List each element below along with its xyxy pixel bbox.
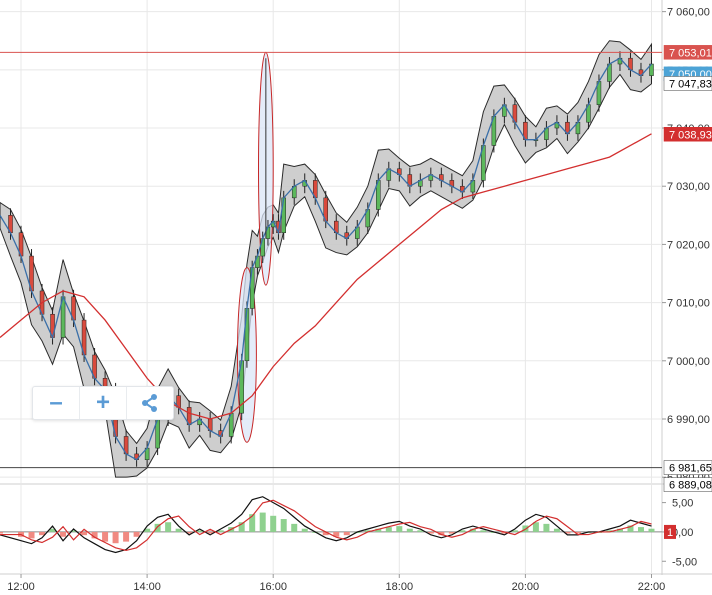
osc-histogram-bar bbox=[28, 531, 35, 539]
osc-histogram-bar bbox=[217, 530, 224, 532]
osc-histogram-bar bbox=[123, 531, 130, 542]
osc-histogram-bar bbox=[459, 530, 466, 532]
osc-histogram-bar bbox=[543, 523, 550, 532]
moving-average-badge-bg bbox=[663, 127, 712, 142]
osc-histogram-bar bbox=[70, 530, 77, 532]
osc-histogram-bar bbox=[280, 519, 287, 532]
osc-histogram-bar bbox=[637, 527, 644, 532]
x-tick-label: 18:00 bbox=[386, 581, 414, 593]
x-tick-label: 20:00 bbox=[512, 581, 540, 593]
osc-histogram-bar bbox=[606, 530, 613, 532]
osc-y-tick-label: 0,00 bbox=[672, 527, 693, 539]
osc-histogram-bar bbox=[322, 531, 329, 536]
zoom-out-button[interactable]: – bbox=[33, 387, 80, 419]
osc-signal-line bbox=[0, 496, 652, 554]
high-price-badge: 7 053,01 bbox=[669, 47, 712, 59]
osc-histogram-bar bbox=[406, 528, 413, 532]
bollinger-band bbox=[0, 40, 652, 478]
osc-histogram-bar bbox=[301, 528, 308, 532]
osc-histogram-bar bbox=[501, 531, 508, 534]
osc-histogram-bar bbox=[480, 530, 487, 532]
osc-histogram-bar bbox=[175, 528, 182, 532]
low-price-badge: 6 889,08 bbox=[669, 480, 712, 492]
osc-histogram-bar bbox=[60, 531, 67, 537]
zoom-toolbar: – + bbox=[32, 386, 174, 420]
osc-histogram-bar bbox=[438, 531, 445, 536]
osc-histogram-bar bbox=[291, 523, 298, 532]
y-tick-label: 7 020,00 bbox=[667, 239, 710, 251]
y-tick-label: 7 030,00 bbox=[667, 181, 710, 193]
osc-y-tick-label: 5,00 bbox=[672, 498, 693, 510]
moving-average-line bbox=[0, 133, 652, 420]
osc-histogram-bar bbox=[91, 531, 98, 539]
x-tick-label: 14:00 bbox=[133, 581, 161, 593]
high-price-badge-bg bbox=[663, 45, 712, 60]
y-tick-label: 6 990,00 bbox=[667, 414, 710, 426]
osc-histogram-bar bbox=[207, 531, 214, 534]
osc-histogram-bar bbox=[196, 530, 203, 532]
osc-histogram-bar bbox=[417, 530, 424, 532]
osc-histogram-bar bbox=[270, 515, 277, 532]
osc-trigger-line bbox=[0, 499, 652, 552]
short-average-line bbox=[0, 57, 652, 461]
share-icon bbox=[142, 394, 157, 412]
osc-histogram-bar bbox=[564, 531, 571, 534]
osc-histogram-bar bbox=[249, 514, 256, 532]
osc-histogram-bar bbox=[112, 531, 119, 544]
y-tick-label: 7 010,00 bbox=[667, 298, 710, 310]
osc-histogram-bar bbox=[259, 512, 266, 532]
osc-histogram-bar bbox=[511, 530, 518, 532]
share-button[interactable] bbox=[127, 387, 173, 419]
close-price-badge-bg bbox=[663, 76, 712, 91]
osc-histogram-bar bbox=[102, 531, 109, 542]
support-price-badge: 6 981,65 bbox=[669, 463, 712, 475]
plus-icon: + bbox=[95, 389, 110, 416]
osc-histogram-bar bbox=[385, 527, 392, 532]
x-tick-label: 16:00 bbox=[259, 581, 287, 593]
osc-histogram-bar bbox=[144, 528, 151, 532]
osc-zero-badge: 1 bbox=[667, 527, 673, 539]
low-price-badge-bg bbox=[663, 477, 712, 492]
osc-histogram-bar bbox=[333, 531, 340, 537]
osc-histogram-bar bbox=[648, 528, 655, 532]
minus-icon: – bbox=[49, 389, 63, 416]
osc-histogram-bar bbox=[39, 531, 46, 536]
osc-zero-badge-bg bbox=[664, 524, 676, 539]
osc-histogram-bar bbox=[427, 531, 434, 534]
osc-histogram-bar bbox=[238, 522, 245, 532]
close-price-badge: 7 047,83 bbox=[669, 78, 712, 90]
y-tick-label: 7 000,00 bbox=[667, 356, 710, 368]
x-tick-label: 22:00 bbox=[638, 581, 666, 593]
osc-histogram-bar bbox=[532, 522, 539, 532]
x-tick-label: 12:00 bbox=[7, 581, 35, 593]
osc-histogram-bar bbox=[469, 528, 476, 532]
osc-histogram-bar bbox=[364, 530, 371, 532]
osc-histogram-bar bbox=[396, 526, 403, 532]
osc-histogram-bar bbox=[448, 531, 455, 534]
osc-histogram-bar bbox=[616, 528, 623, 532]
osc-histogram-bar bbox=[165, 522, 172, 532]
osc-histogram-bar bbox=[0, 531, 3, 534]
osc-histogram-bar bbox=[133, 531, 140, 537]
zoom-in-button[interactable]: + bbox=[80, 387, 127, 419]
osc-histogram-bar bbox=[81, 531, 88, 536]
osc-histogram-bar bbox=[186, 531, 193, 534]
osc-histogram-bar bbox=[627, 525, 634, 532]
osc-histogram-bar bbox=[375, 528, 382, 532]
support-price-badge-bg bbox=[663, 460, 712, 475]
osc-y-tick-label: -5,00 bbox=[672, 556, 697, 568]
y-tick-label: 7 060,00 bbox=[667, 7, 710, 19]
osc-histogram-bar bbox=[343, 531, 350, 536]
osc-histogram-bar bbox=[154, 523, 161, 532]
osc-histogram-bar bbox=[574, 531, 581, 534]
osc-histogram-bar bbox=[49, 528, 56, 532]
osc-histogram-bar bbox=[553, 528, 560, 532]
moving-average-badge: 7 038,93 bbox=[669, 129, 712, 141]
